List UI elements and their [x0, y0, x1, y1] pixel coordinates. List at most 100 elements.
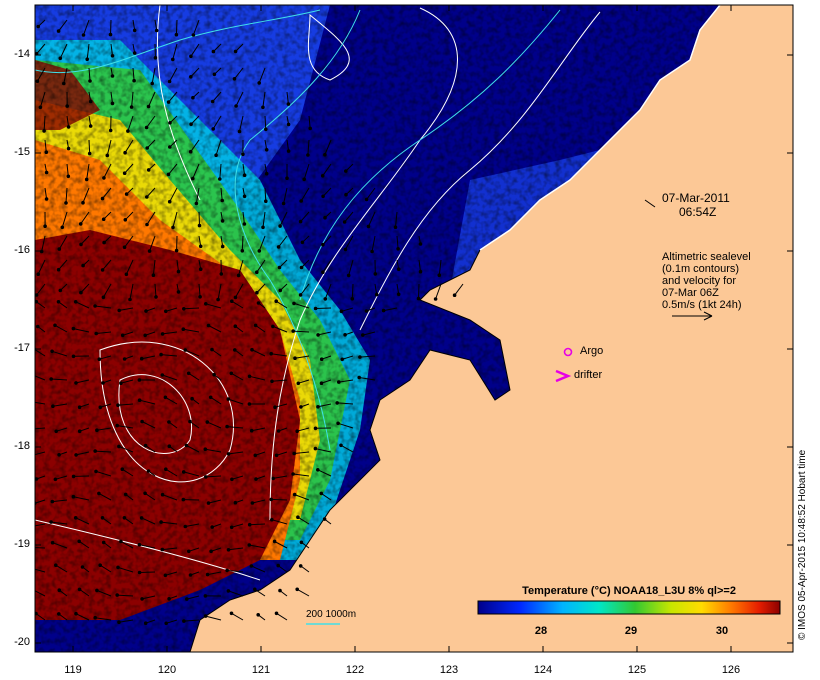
velocity-arrow-head [233, 324, 238, 329]
velocity-arrow [36, 43, 46, 55]
velocity-arrow [262, 91, 266, 108]
velocity-arrow [141, 355, 156, 360]
velocity-arrow-head [209, 549, 213, 554]
velocity-arrow-head [210, 347, 214, 352]
velocity-arrow [235, 91, 244, 107]
velocity-arrow-head [256, 613, 261, 617]
velocity-arrow-head [322, 517, 327, 521]
velocity-arrow [228, 590, 244, 597]
velocity-arrow-head [79, 290, 83, 295]
velocity-arrow [125, 259, 134, 275]
velocity-arrow-head [270, 517, 274, 522]
velocity-arrow-head [226, 589, 231, 593]
velocity-arrow [283, 187, 288, 204]
velocity-arrow [438, 259, 442, 276]
velocity-arrow [279, 211, 288, 227]
velocity-arrow-head [298, 219, 303, 224]
velocity-arrow [139, 544, 156, 549]
velocity-arrow-head [264, 148, 269, 152]
velocity-arrow [234, 67, 244, 80]
velocity-arrow-head [234, 104, 238, 108]
velocity-arrow [66, 115, 70, 127]
velocity-arrow [110, 19, 112, 35]
velocity-arrow [141, 421, 156, 429]
velocity-arrow [35, 547, 46, 549]
velocity-arrow-head [229, 611, 234, 616]
velocity-arrow-head [120, 467, 125, 472]
velocity-arrow [298, 379, 310, 384]
velocity-arrow [51, 350, 68, 357]
velocity-arrow-head [230, 477, 234, 482]
velocity-arrow-head [123, 492, 128, 497]
velocity-arrow-head [110, 54, 115, 58]
velocity-arrow [59, 43, 68, 59]
velocity-arrow [165, 468, 178, 477]
velocity-arrow-head [416, 296, 421, 301]
velocity-arrow-head [30, 525, 33, 528]
velocity-arrow-head [437, 273, 442, 278]
velocity-arrow-head [226, 397, 231, 401]
velocity-arrow-head [281, 201, 286, 206]
velocity-arrow-head [350, 297, 355, 301]
velocity-arrow [228, 451, 244, 455]
velocity-arrow [276, 451, 288, 456]
velocity-arrow [162, 547, 178, 551]
velocity-arrow-head [93, 449, 97, 453]
velocity-arrow [95, 305, 112, 309]
velocity-arrow-head [257, 249, 262, 253]
velocity-arrow-head [85, 57, 89, 62]
velocity-arrow [264, 187, 267, 202]
velocity-arrow-head [321, 242, 325, 247]
velocity-arrow-head [108, 128, 113, 133]
velocity-arrow-head [261, 225, 265, 230]
velocity-arrow-head [229, 525, 234, 530]
velocity-arrow [264, 115, 267, 130]
velocity-arrow-head [274, 299, 279, 304]
velocity-arrow-head [220, 244, 225, 249]
velocity-arrow-head [147, 249, 152, 253]
velocity-arrow [117, 425, 134, 429]
velocity-arrow-head [206, 501, 211, 505]
velocity-arrow-head [120, 333, 125, 338]
velocity-arrow [183, 307, 200, 310]
velocity-arrow-head [233, 295, 238, 300]
velocity-arrow-head [229, 371, 234, 376]
velocity-arrow [118, 619, 134, 623]
velocity-arrow-head [30, 373, 33, 376]
velocity-arrow [80, 211, 90, 225]
velocity-arrow [231, 300, 244, 309]
velocity-arrow [117, 594, 134, 597]
velocity-arrow [205, 615, 222, 621]
velocity-arrow-head [137, 398, 142, 403]
velocity-arrow-head [264, 171, 269, 176]
velocity-arrow-head [364, 309, 369, 313]
velocity-arrow [271, 498, 288, 501]
velocity-arrow-head [94, 331, 98, 336]
velocity-arrow [66, 163, 69, 177]
velocity-arrow [254, 588, 266, 597]
velocity-arrow [185, 523, 200, 527]
velocity-arrow [205, 303, 222, 309]
velocity-arrow [52, 499, 68, 503]
velocity-arrow-head [204, 475, 208, 479]
velocity-arrow [166, 619, 178, 624]
velocity-arrow-head [212, 372, 216, 377]
velocity-arrow-head [233, 49, 238, 54]
velocity-arrow [35, 349, 46, 357]
velocity-arrow [96, 331, 112, 334]
velocity-arrow [418, 259, 421, 272]
velocity-arrow-head [188, 419, 192, 424]
velocity-arrow [215, 139, 222, 156]
velocity-arrow-head [185, 597, 189, 601]
velocity-arrow [276, 612, 288, 621]
velocity-arrow [88, 139, 91, 154]
velocity-arrow [58, 19, 68, 32]
velocity-arrow [294, 494, 310, 501]
velocity-arrow-head [164, 467, 168, 472]
velocity-arrow-head [277, 265, 282, 270]
velocity-arrow-head [191, 176, 195, 181]
velocity-arrow [322, 259, 332, 273]
velocity-arrow [383, 307, 398, 312]
velocity-arrow-head [205, 572, 210, 577]
velocity-arrow-head [205, 420, 210, 424]
